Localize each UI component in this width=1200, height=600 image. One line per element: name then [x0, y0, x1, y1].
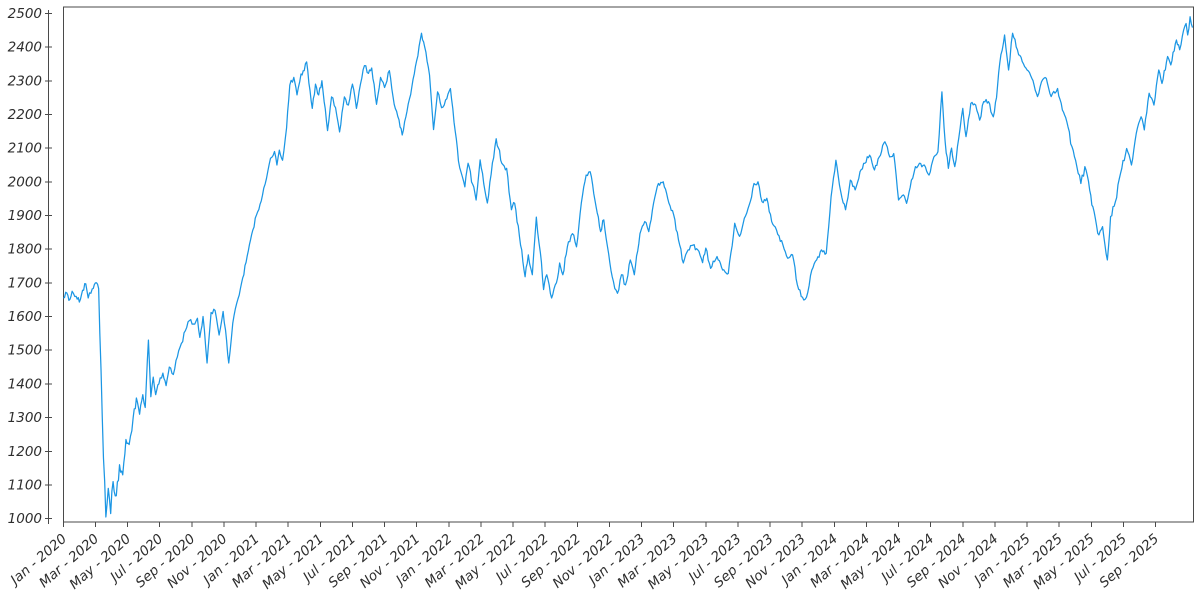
- y-tick-label: 2000: [8, 174, 42, 190]
- y-tick-label: 1300: [8, 410, 42, 426]
- y-tick-label: 1800: [8, 242, 42, 258]
- price-series-line: [63, 16, 1194, 518]
- plot-frame: [62, 6, 1194, 523]
- y-tick-label: 1000: [8, 511, 42, 527]
- y-tick-label: 2200: [8, 107, 42, 123]
- y-tick-label: 1200: [8, 444, 42, 460]
- y-tick-label: 2500: [8, 6, 42, 22]
- y-tick-label: 1500: [8, 343, 42, 359]
- y-tick-label: 1900: [8, 208, 42, 224]
- y-tick-label: 2400: [8, 40, 42, 56]
- y-tick-label: 1400: [8, 376, 42, 392]
- y-tick-label: 1700: [8, 275, 42, 291]
- y-tick-label: 1600: [8, 309, 42, 325]
- y-tick-label: 1100: [8, 477, 42, 493]
- y-tick-label: 2300: [8, 73, 42, 89]
- y-tick-label: 2100: [8, 141, 42, 157]
